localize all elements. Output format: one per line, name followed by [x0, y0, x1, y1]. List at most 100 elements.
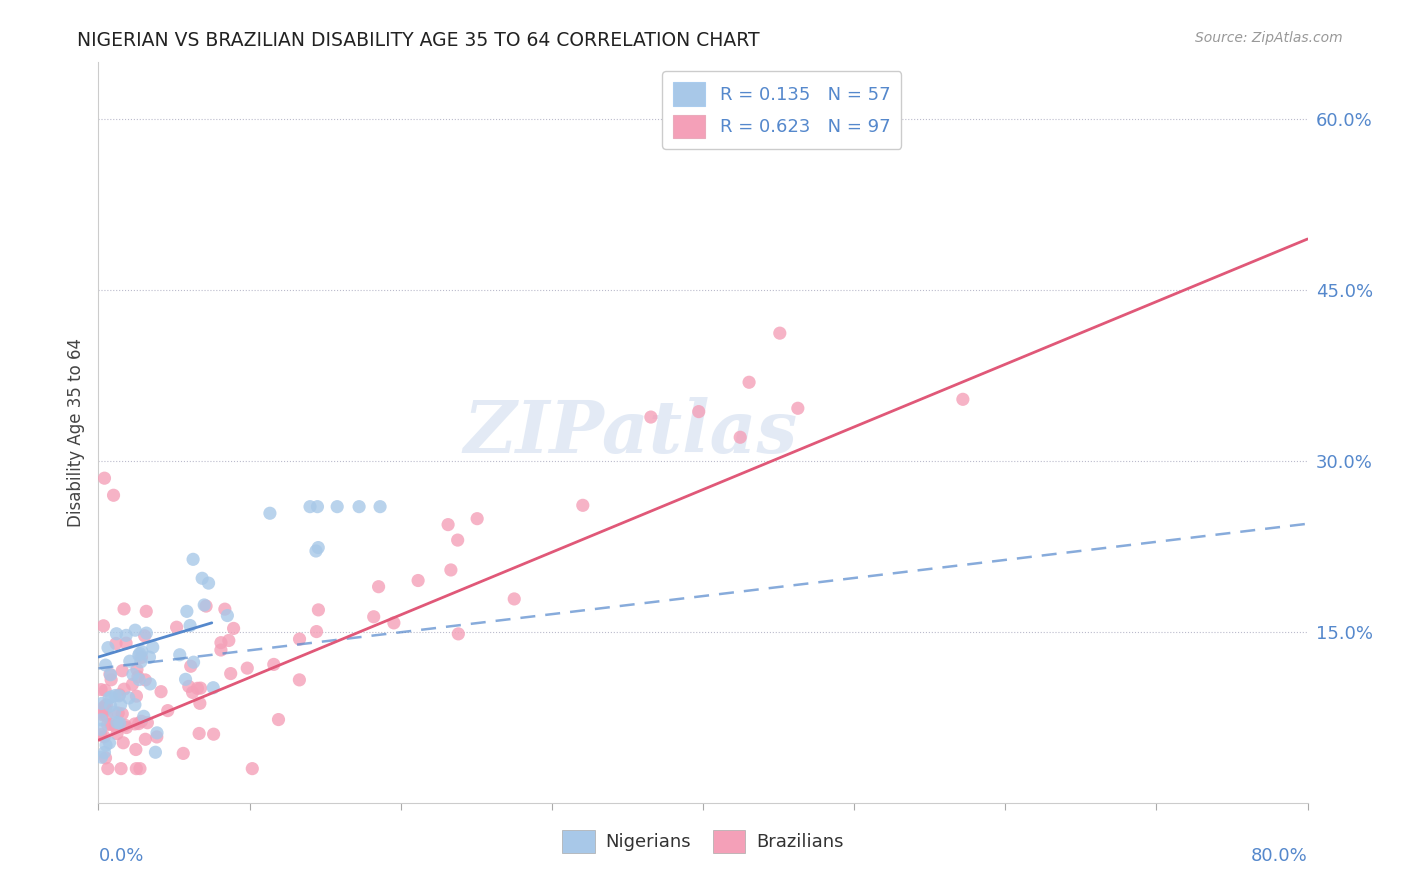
Point	[96, 708, 118, 723]
Point	[176, 604, 198, 618]
Point	[219, 666, 242, 681]
Point	[188, 726, 211, 740]
Text: ZIPatlas: ZIPatlas	[464, 397, 797, 468]
Point	[103, 488, 125, 502]
Point	[440, 563, 463, 577]
Point	[150, 684, 173, 698]
Point	[103, 706, 125, 720]
Text: NIGERIAN VS BRAZILIAN DISABILITY AGE 35 TO 64 CORRELATION CHART: NIGERIAN VS BRAZILIAN DISABILITY AGE 35 …	[77, 31, 761, 50]
Point	[105, 715, 128, 730]
Point	[166, 620, 188, 634]
Point	[180, 659, 202, 673]
Point	[128, 716, 150, 731]
Point	[97, 762, 120, 776]
Point	[191, 571, 214, 585]
Point	[188, 696, 211, 710]
Point	[115, 636, 138, 650]
Point	[121, 677, 143, 691]
Point	[307, 541, 329, 555]
Point	[299, 500, 322, 514]
Point	[108, 689, 131, 703]
Point	[93, 745, 115, 759]
Point	[115, 628, 138, 642]
Point	[179, 618, 201, 632]
Point	[240, 762, 263, 776]
Point	[688, 404, 710, 418]
Point	[172, 747, 194, 761]
Point	[131, 644, 153, 658]
Point	[465, 511, 488, 525]
Point	[94, 751, 117, 765]
Point	[129, 655, 152, 669]
Point	[131, 650, 153, 665]
Point	[97, 640, 120, 655]
Point	[952, 392, 974, 407]
Point	[112, 736, 135, 750]
Point	[104, 719, 127, 733]
Point	[267, 713, 290, 727]
Point	[93, 471, 115, 485]
Point	[112, 682, 135, 697]
Point	[236, 661, 259, 675]
Point	[124, 698, 146, 712]
Point	[134, 629, 156, 643]
Point	[183, 655, 205, 669]
Point	[114, 718, 136, 732]
Point	[326, 500, 349, 514]
Point	[572, 499, 595, 513]
Y-axis label: Disability Age 35 to 64: Disability Age 35 to 64	[67, 338, 86, 527]
Point	[136, 715, 159, 730]
Point	[367, 580, 389, 594]
Point	[307, 500, 329, 514]
Point	[138, 650, 160, 665]
Point	[93, 619, 115, 633]
Point	[382, 615, 405, 630]
Point	[132, 709, 155, 723]
Point	[100, 668, 122, 682]
Point	[177, 680, 200, 694]
Point	[288, 632, 311, 646]
Point	[181, 685, 204, 699]
Point	[90, 713, 112, 727]
Point	[93, 699, 115, 714]
Point	[134, 673, 156, 687]
Point	[186, 681, 208, 696]
Text: 0.0%: 0.0%	[98, 847, 143, 865]
Point	[347, 500, 370, 514]
Point	[128, 647, 150, 661]
Point	[94, 658, 117, 673]
Point	[122, 667, 145, 681]
Point	[104, 689, 127, 703]
Point	[222, 622, 245, 636]
Point	[135, 604, 157, 618]
Point	[128, 673, 150, 687]
Text: 80.0%: 80.0%	[1251, 847, 1308, 865]
Point	[134, 732, 156, 747]
Legend: Nigerians, Brazilians: Nigerians, Brazilians	[555, 822, 851, 861]
Point	[181, 552, 204, 566]
Point	[218, 633, 240, 648]
Point	[98, 667, 121, 681]
Point	[112, 602, 135, 616]
Point	[146, 726, 169, 740]
Point	[728, 430, 751, 444]
Point	[217, 608, 239, 623]
Point	[125, 742, 148, 756]
Point	[305, 624, 328, 639]
Point	[406, 574, 429, 588]
Point	[94, 738, 117, 752]
Point	[118, 691, 141, 706]
Point	[197, 576, 219, 591]
Point	[145, 745, 167, 759]
Point	[97, 718, 120, 732]
Point	[108, 716, 131, 731]
Point	[156, 704, 179, 718]
Point	[640, 410, 662, 425]
Text: Source: ZipAtlas.com: Source: ZipAtlas.com	[1195, 31, 1343, 45]
Point	[107, 706, 129, 720]
Point	[90, 682, 112, 697]
Point	[209, 635, 232, 649]
Point	[131, 714, 153, 729]
Point	[139, 677, 162, 691]
Point	[111, 664, 134, 678]
